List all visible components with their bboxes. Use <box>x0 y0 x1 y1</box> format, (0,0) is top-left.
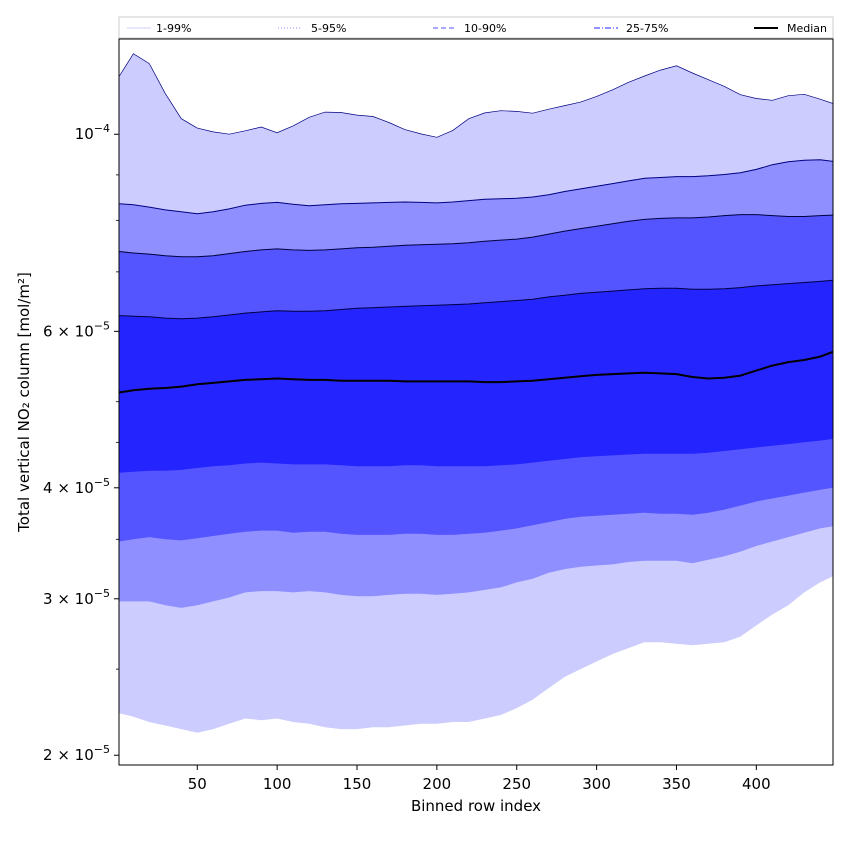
band-25-75% <box>119 280 833 473</box>
median-line <box>119 350 833 394</box>
legend: 1-99% 5-95% 10-90% 25-75% Median <box>118 16 834 39</box>
legend-label: 25-75% <box>626 22 668 35</box>
legend-label: 1-99% <box>156 22 191 35</box>
x-tick-label: 300 <box>582 775 611 793</box>
x-tick-label: 400 <box>742 775 771 793</box>
legend-label: 5-95% <box>311 22 346 35</box>
y-tick-label: 3 × 10−5 <box>43 587 110 608</box>
y-tick-label: 10−4 <box>75 122 110 143</box>
band-upper-edge-5-95% <box>119 159 833 215</box>
y-axis-label: Total vertical NO₂ column [mol/m²] <box>15 272 33 533</box>
x-tick-label: 100 <box>263 775 292 793</box>
legend-label: Median <box>787 22 827 35</box>
median-series <box>119 350 833 394</box>
percentile-bands <box>119 53 833 733</box>
x-tick-label: 200 <box>423 775 452 793</box>
band-upper-edge-10-90% <box>119 214 833 258</box>
legend-box <box>118 16 834 39</box>
x-axis-label: Binned row index <box>411 797 541 815</box>
y-tick-label: 2 × 10−5 <box>43 743 110 764</box>
x-tick-label: 350 <box>662 775 691 793</box>
x-tick-label: 150 <box>343 775 372 793</box>
x-tick-label: 250 <box>502 775 531 793</box>
y-axis: 2 × 10−5 3 × 10−5 4 × 10−5 6 × 10−5 10−4 <box>43 122 119 764</box>
band-upper-edge-25-75% <box>119 279 833 320</box>
y-tick-label: 4 × 10−5 <box>43 476 110 497</box>
band-upper-edge-1-99% <box>119 53 833 138</box>
x-tick-label: 50 <box>188 775 207 793</box>
y-tick-label: 6 × 10−5 <box>43 319 110 340</box>
legend-label: 10-90% <box>464 22 506 35</box>
x-axis: 50 100 150 200 250 300 350 400 <box>188 765 771 793</box>
